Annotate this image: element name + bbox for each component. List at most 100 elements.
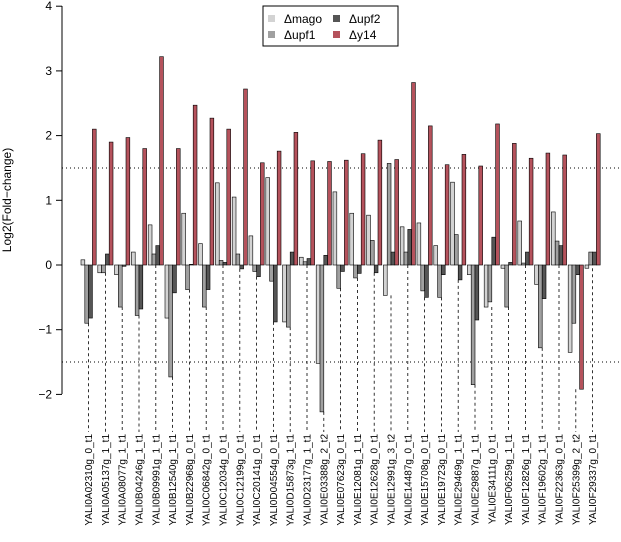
x-category-label: YALI0F06259g_1_t1 <box>504 434 515 525</box>
bar <box>487 264 493 303</box>
bar <box>588 251 593 266</box>
bar <box>218 260 224 266</box>
bar <box>474 264 480 321</box>
bar <box>558 245 564 266</box>
x-category-label: YALI0E19723g_0_t1 <box>437 434 448 526</box>
bar <box>276 150 282 266</box>
bar <box>332 191 338 266</box>
legend: Δmago Δupf1 Δupf2 Δy14 <box>262 5 399 47</box>
bar <box>383 264 388 296</box>
bar <box>185 264 190 290</box>
x-category-label: YALI0E14487g_0_t1 <box>403 434 414 526</box>
bar <box>235 253 241 266</box>
bar <box>403 251 409 266</box>
y-tick-label: 3 <box>45 64 52 78</box>
bar <box>360 153 366 266</box>
bar <box>205 264 211 290</box>
bar <box>101 264 106 274</box>
bar <box>181 212 186 266</box>
bar <box>336 264 341 289</box>
y-tick-label: 2 <box>45 129 52 143</box>
bar <box>147 224 153 266</box>
legend-label: Δy14 <box>349 28 377 42</box>
bar <box>299 256 304 266</box>
x-category-label: YALI0E12991g_3_t2 <box>387 434 398 526</box>
bar <box>142 148 147 266</box>
x-category-label: YALI0C06842g_0_t1 <box>202 434 213 527</box>
bar <box>500 264 506 269</box>
bar <box>164 264 170 319</box>
bars <box>80 56 601 413</box>
bar <box>155 245 160 266</box>
bar <box>394 159 399 266</box>
x-category-label: YALI0B12540g_1_t1 <box>168 434 179 526</box>
bar <box>554 240 560 266</box>
bar <box>248 235 254 266</box>
bar <box>315 264 321 364</box>
bar <box>198 243 203 266</box>
bar <box>323 254 328 266</box>
bar <box>243 88 248 266</box>
bar <box>327 161 332 266</box>
bar <box>131 251 136 266</box>
x-category-label: YALI0C12199g_0_t1 <box>235 434 246 527</box>
bar <box>84 264 89 324</box>
x-category-label: YALI0F29337g_0_t1 <box>588 434 599 525</box>
bar <box>189 264 194 266</box>
bar <box>495 123 500 266</box>
bar <box>545 152 551 266</box>
bar <box>202 264 207 308</box>
bar <box>584 264 590 269</box>
x-category-label: YALI0E12081g_1_t1 <box>353 434 364 526</box>
y-tick-label: 0 <box>45 258 52 272</box>
category-connectors <box>88 265 593 432</box>
bar <box>260 162 265 266</box>
bar <box>521 262 526 266</box>
bar <box>88 264 93 319</box>
bar <box>457 264 463 281</box>
bar <box>302 261 308 266</box>
bar <box>433 245 438 266</box>
bar <box>289 251 295 266</box>
bar <box>454 234 459 266</box>
bar <box>525 251 530 266</box>
y-tick-label: 1 <box>45 193 52 207</box>
bar <box>386 163 392 266</box>
bar <box>483 264 489 308</box>
x-category-label: YALI0E07623g_0_t1 <box>336 434 347 526</box>
bar <box>373 264 379 274</box>
bar <box>508 262 513 266</box>
legend-swatch <box>268 15 275 22</box>
bar <box>551 211 556 266</box>
bar <box>407 229 412 266</box>
bar <box>344 159 349 266</box>
bar <box>416 222 422 266</box>
legend-swatch <box>333 15 340 22</box>
bar <box>293 132 299 266</box>
bar <box>579 264 584 390</box>
bar <box>538 264 543 349</box>
bar <box>444 164 450 266</box>
bar <box>596 133 601 266</box>
x-category-label: YALI0A02310g_0_t1 <box>84 434 95 526</box>
bar <box>467 264 472 276</box>
legend-label: Δupf1 <box>284 28 316 42</box>
bar <box>517 220 522 266</box>
bar <box>92 128 97 266</box>
bar <box>504 264 509 308</box>
x-category-label: YALI0F22363g_0_t1 <box>555 434 566 525</box>
bar <box>269 264 274 282</box>
bar <box>138 264 144 310</box>
bar <box>265 177 270 266</box>
bar <box>441 264 446 276</box>
bar <box>121 264 127 267</box>
bar <box>286 264 291 328</box>
bar <box>377 139 383 266</box>
bar <box>470 264 476 385</box>
y-tick-label: 4 <box>45 0 52 13</box>
bar <box>420 264 425 292</box>
bar <box>428 125 433 266</box>
bar <box>491 236 496 266</box>
bar <box>340 264 345 272</box>
legend-box <box>262 5 399 47</box>
